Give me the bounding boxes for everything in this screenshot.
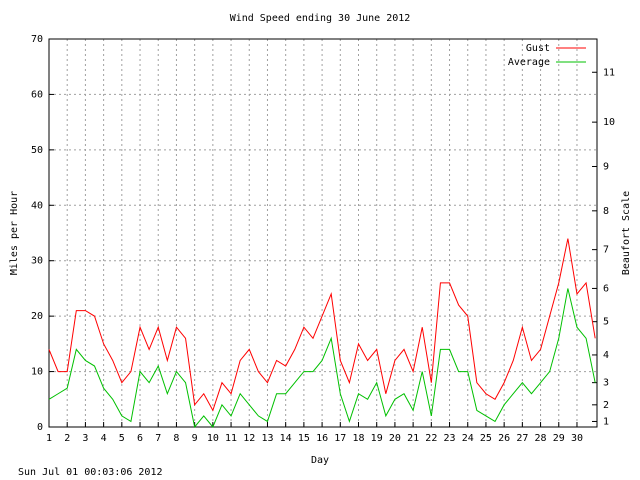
y2-tick-label: 2 bbox=[603, 400, 609, 411]
y-tick-label: 40 bbox=[31, 200, 43, 211]
x-tick-label: 8 bbox=[173, 433, 179, 444]
y-tick-label: 50 bbox=[31, 145, 43, 156]
x-tick-label: 2 bbox=[64, 433, 70, 444]
x-tick-label: 18 bbox=[352, 433, 364, 444]
y2-tick-label: 11 bbox=[603, 67, 615, 78]
x-tick-label: 3 bbox=[82, 433, 88, 444]
x-tick-label: 26 bbox=[498, 433, 510, 444]
x-tick-label: 7 bbox=[155, 433, 161, 444]
x-tick-label: 21 bbox=[407, 433, 419, 444]
series-line bbox=[48, 238, 596, 412]
x-tick-label: 20 bbox=[389, 433, 401, 444]
y-tick-label: 30 bbox=[31, 256, 43, 267]
series-line bbox=[48, 288, 596, 429]
y2-tick-label: 8 bbox=[603, 206, 609, 217]
x-tick-label: 12 bbox=[243, 433, 255, 444]
x-tick-label: 22 bbox=[425, 433, 437, 444]
x-tick-label: 16 bbox=[316, 433, 328, 444]
x-tick-label: 5 bbox=[119, 433, 125, 444]
plot-frame bbox=[48, 38, 598, 428]
x-tick-label: 10 bbox=[207, 433, 219, 444]
x-axis-label: Day bbox=[311, 455, 329, 466]
x-tick-label: 15 bbox=[298, 433, 310, 444]
y-tick-label: 60 bbox=[31, 89, 43, 100]
timestamp: Sun Jul 01 00:03:06 2012 bbox=[18, 467, 163, 478]
y-tick-label: 70 bbox=[31, 34, 43, 45]
legend-label: Average bbox=[508, 57, 550, 68]
x-tick-label: 13 bbox=[261, 433, 273, 444]
x-tick-label: 6 bbox=[137, 433, 143, 444]
chart-title: Wind Speed ending 30 June 2012 bbox=[230, 13, 411, 24]
x-tick-label: 29 bbox=[553, 433, 565, 444]
x-tick-label: 23 bbox=[444, 433, 456, 444]
y-axis-label: Miles per Hour bbox=[9, 191, 20, 275]
y2-tick-label: 7 bbox=[603, 245, 609, 256]
y2-axis-label: Beaufort Scale bbox=[621, 191, 632, 275]
y2-tick-label: 3 bbox=[603, 378, 609, 389]
x-tick-label: 30 bbox=[571, 433, 583, 444]
x-tick-label: 9 bbox=[192, 433, 198, 444]
legend-label: Gust bbox=[526, 43, 550, 54]
y2-tick-label: 5 bbox=[603, 317, 609, 328]
y-tick-label: 10 bbox=[31, 367, 43, 378]
y2-tick-label: 9 bbox=[603, 161, 609, 172]
y-tick-label: 0 bbox=[37, 422, 43, 433]
x-tick-label: 25 bbox=[480, 433, 492, 444]
x-tick-label: 17 bbox=[334, 433, 346, 444]
y2-tick-label: 4 bbox=[603, 350, 609, 361]
y2-tick-label: 6 bbox=[603, 283, 609, 294]
x-tick-label: 19 bbox=[371, 433, 383, 444]
x-tick-label: 11 bbox=[225, 433, 237, 444]
y2-tick-label: 1 bbox=[603, 416, 609, 427]
x-tick-label: 27 bbox=[516, 433, 528, 444]
x-tick-label: 14 bbox=[280, 433, 292, 444]
y-tick-label: 20 bbox=[31, 311, 43, 322]
y2-tick-label: 10 bbox=[603, 117, 615, 128]
x-tick-label: 28 bbox=[535, 433, 547, 444]
x-tick-label: 1 bbox=[46, 433, 52, 444]
x-tick-label: 24 bbox=[462, 433, 474, 444]
x-tick-label: 4 bbox=[101, 433, 107, 444]
